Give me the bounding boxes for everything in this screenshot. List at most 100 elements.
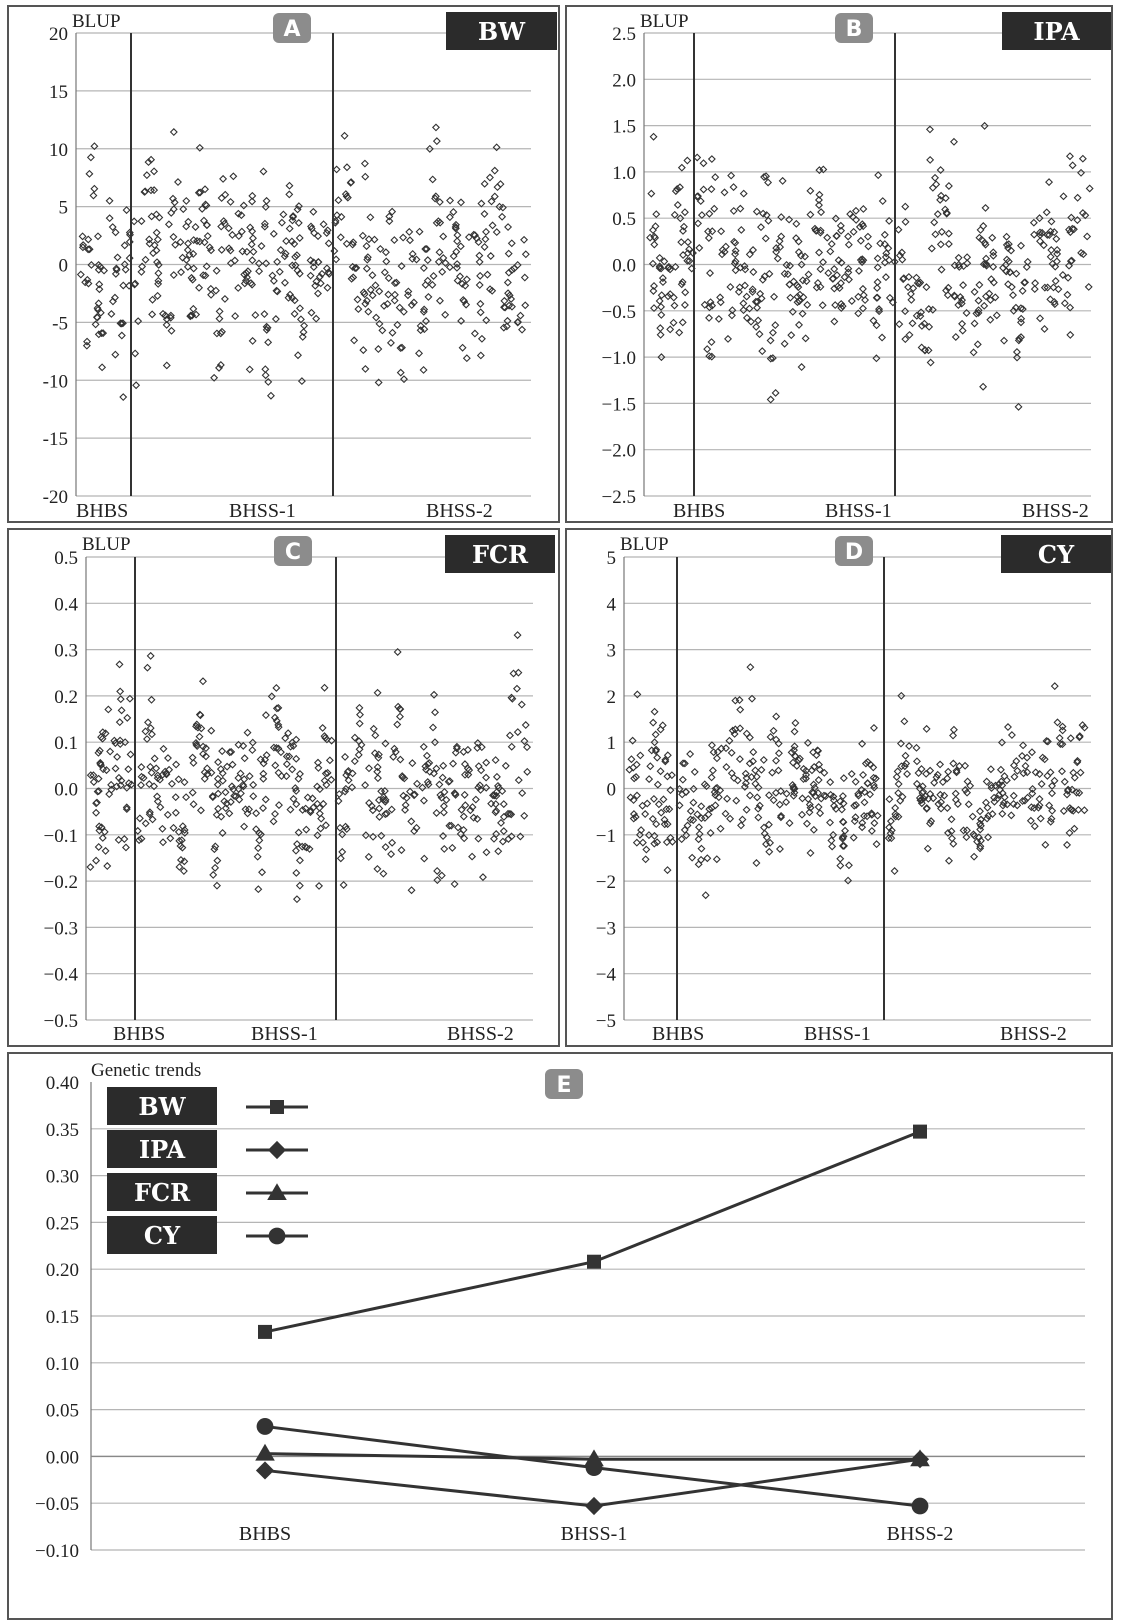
- data-point: [420, 305, 429, 314]
- data-point: [838, 792, 847, 801]
- data-point: [347, 178, 356, 187]
- data-point: [177, 268, 186, 277]
- data-point: [323, 768, 332, 777]
- data-point: [182, 196, 191, 205]
- data-point: [849, 833, 858, 842]
- data-point: [992, 311, 1001, 320]
- data-point: [228, 760, 237, 769]
- data-point: [768, 768, 777, 777]
- data-point: [998, 809, 1007, 818]
- data-point: [219, 217, 228, 226]
- data-point: [338, 847, 347, 856]
- data-point: [1018, 797, 1027, 805]
- data-point: [450, 880, 459, 889]
- x-category-label: BHSS-2: [1022, 500, 1089, 521]
- data-point: [827, 836, 836, 845]
- data-point: [341, 784, 350, 793]
- data-point: [798, 794, 807, 803]
- data-point: [707, 773, 716, 782]
- data-point: [282, 237, 291, 246]
- data-point: [370, 235, 379, 244]
- data-point: [159, 309, 167, 318]
- data-point: [1018, 305, 1027, 314]
- data-point: [140, 187, 149, 196]
- data-point: [482, 316, 491, 325]
- data-point: [215, 363, 223, 372]
- data-point: [1083, 232, 1092, 241]
- data-point: [983, 803, 992, 812]
- data-point: [658, 274, 667, 283]
- data-point: [234, 232, 243, 241]
- data-point: [695, 243, 704, 252]
- data-point: [830, 265, 839, 273]
- data-point: [428, 175, 437, 184]
- x-category-label: BHSS-1: [804, 1023, 871, 1045]
- data-point: [308, 794, 317, 803]
- data-point: [828, 842, 837, 851]
- data-point: [474, 762, 483, 771]
- data-point: [321, 769, 330, 778]
- data-point: [649, 286, 658, 295]
- data-point: [476, 785, 485, 794]
- data-point: [207, 246, 216, 255]
- data-point: [772, 756, 781, 765]
- data-point: [900, 717, 909, 726]
- data-point: [1004, 257, 1013, 266]
- data-point: [94, 330, 103, 339]
- data-point: [964, 800, 973, 809]
- data-point: [1048, 781, 1057, 790]
- data-point: [1029, 218, 1038, 227]
- data-point: [666, 833, 675, 842]
- data-point: [456, 830, 465, 839]
- y-tick-label: 0.3: [54, 641, 78, 662]
- data-point: [854, 309, 863, 318]
- data-point: [201, 744, 210, 753]
- data-point: [1051, 277, 1060, 285]
- data-point: [872, 354, 881, 363]
- data-point: [143, 735, 151, 744]
- data-point: [922, 283, 931, 292]
- y-tick-label: 0.25: [46, 1213, 79, 1234]
- data-point: [739, 189, 748, 198]
- data-point: [253, 852, 262, 861]
- data-point: [888, 298, 897, 307]
- data-point: [247, 240, 256, 249]
- data-point: [707, 338, 716, 347]
- data-point: [980, 301, 989, 310]
- data-point: [435, 780, 444, 789]
- data-point: [89, 777, 98, 786]
- data-point: [867, 809, 876, 818]
- data-point: [336, 823, 344, 832]
- data-point: [916, 312, 925, 321]
- data-point: [858, 818, 867, 827]
- data-point: [494, 783, 503, 792]
- data-point: [223, 762, 232, 771]
- data-point: [1058, 271, 1067, 279]
- data-point: [147, 768, 156, 777]
- data-point: [380, 268, 389, 277]
- data-point: [276, 246, 285, 254]
- data-point: [314, 232, 323, 241]
- data-point: [269, 817, 278, 826]
- data-point: [710, 204, 719, 213]
- data-point: [103, 862, 112, 870]
- data-point: [493, 781, 502, 790]
- data-point: [986, 315, 995, 324]
- data-point: [429, 272, 438, 280]
- data-point: [801, 334, 810, 343]
- data-point: [937, 227, 946, 236]
- data-point: [929, 794, 938, 803]
- data-point: [632, 760, 641, 769]
- data-point: [171, 793, 180, 802]
- panel-letter: D: [845, 540, 863, 565]
- data-point: [643, 799, 652, 808]
- data-point: [629, 814, 638, 823]
- data-point: [446, 196, 455, 205]
- data-point: [432, 218, 441, 227]
- data-point: [899, 275, 908, 284]
- y-tick-label: −0.2: [44, 872, 78, 893]
- data-point: [630, 774, 639, 783]
- data-point: [419, 307, 428, 316]
- data-point: [1041, 840, 1050, 849]
- data-point: [768, 354, 777, 363]
